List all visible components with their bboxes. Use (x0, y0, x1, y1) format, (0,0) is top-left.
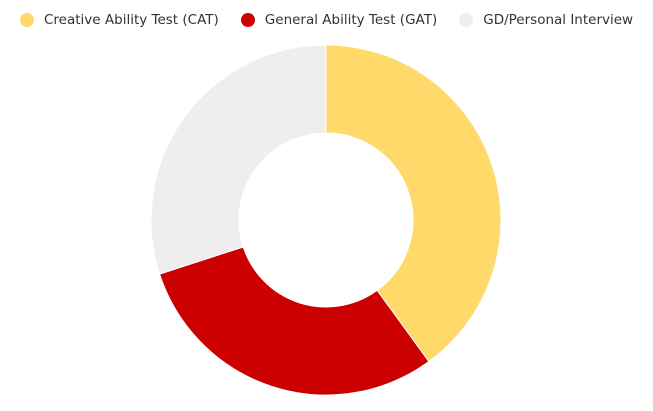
chart-legend: Creative Ability Test (CAT) General Abil… (20, 12, 653, 28)
legend-item-gat[interactable]: General Ability Test (GAT) (240, 12, 438, 28)
legend-swatch-gat (240, 13, 255, 27)
legend-item-cat[interactable]: Creative Ability Test (CAT) (20, 12, 219, 28)
legend-label-gat: General Ability Test (GAT) (264, 12, 438, 28)
slice-gat[interactable] (158, 246, 430, 396)
slice-cat[interactable] (325, 44, 502, 363)
legend-label-cat: Creative Ability Test (CAT) (44, 12, 219, 28)
legend-label-interview: GD/Personal Interview (483, 12, 634, 28)
slice-interview[interactable] (150, 44, 327, 275)
legend-item-interview[interactable]: GD/Personal Interview (459, 12, 633, 28)
legend-swatch-interview (459, 13, 474, 27)
legend-swatch-cat (20, 13, 34, 27)
